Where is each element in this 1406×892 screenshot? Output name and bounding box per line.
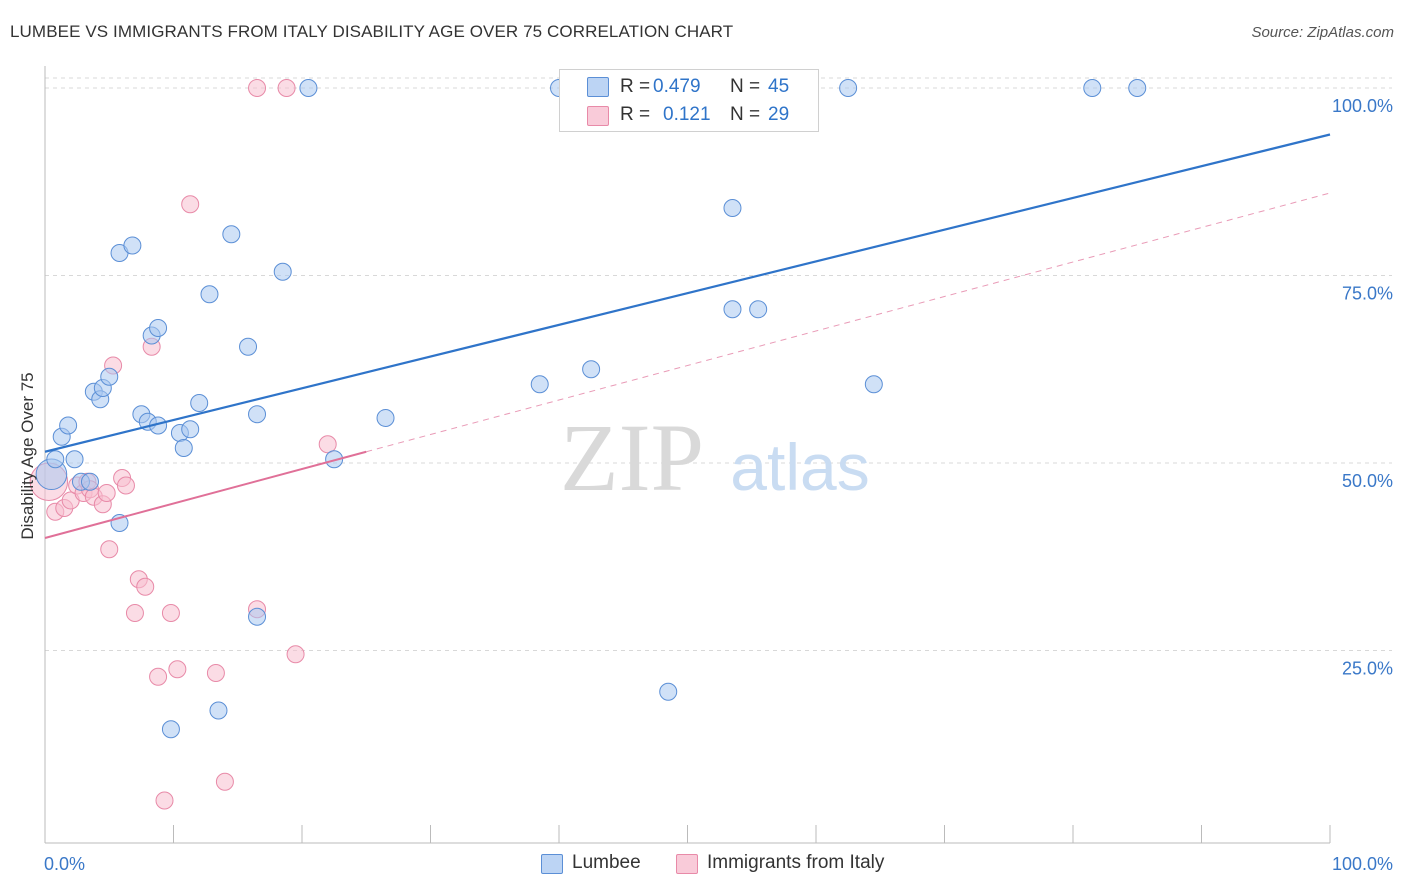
lumbee-point-43 xyxy=(1083,79,1102,97)
italy-point-10 xyxy=(97,484,116,502)
series-legend-label-lumbee: Lumbee xyxy=(572,852,641,873)
lumbee-point-40 xyxy=(749,300,768,319)
axis-layer: 25.0% 50.0% 75.0% 100.0% 0.0% 100.0% xyxy=(44,66,1393,874)
lumbee-point-28 xyxy=(248,405,267,424)
grid-layer xyxy=(45,77,1392,651)
italy-point-17 xyxy=(136,577,155,596)
lumbee-point-23 xyxy=(190,394,209,412)
italy-point-19 xyxy=(149,667,168,686)
watermark-zip: ZIP xyxy=(560,404,704,511)
lumbee-point-25 xyxy=(209,701,228,720)
italy-point-30 xyxy=(318,435,337,454)
italy-point-28 xyxy=(277,79,296,97)
italy-point-11 xyxy=(100,540,119,559)
y-axis-label: Disability Age Over 75 xyxy=(18,372,37,539)
y-tick-label-25: 25.0% xyxy=(1342,659,1393,679)
legend-r-value-italy: 0.121 xyxy=(663,104,711,125)
italy-point-29 xyxy=(286,645,305,664)
lumbee-point-21 xyxy=(174,439,193,457)
trend-layer xyxy=(44,133,1331,539)
legend-n-value-italy: 29 xyxy=(768,104,790,125)
lumbee-point-39 xyxy=(723,300,742,319)
chart-title: LUMBEE VS IMMIGRANTS FROM ITALY DISABILI… xyxy=(10,22,734,41)
series-legend-swatch-italy xyxy=(676,854,698,874)
lumbee-point-44 xyxy=(1128,79,1147,97)
lumbee-point-1 xyxy=(46,450,65,469)
legend-n-value-lumbee: 45 xyxy=(768,76,790,97)
italy-point-20 xyxy=(155,791,174,810)
lumbee-point-6 xyxy=(80,472,99,491)
lumbee-point-26 xyxy=(222,225,241,244)
italy-point-21 xyxy=(161,604,180,622)
points-layer xyxy=(29,79,1147,810)
legend-r-value-lumbee: 0.479 xyxy=(653,76,701,97)
watermark-atlas: atlas xyxy=(730,430,869,504)
lumbee-point-29 xyxy=(248,607,267,626)
lumbee-point-31 xyxy=(299,79,318,97)
legend-n-label-italy: N = xyxy=(730,104,761,125)
lumbee-point-24 xyxy=(200,285,219,304)
lumbee-point-4 xyxy=(65,450,84,469)
source-credit: Source: ZipAtlas.com xyxy=(1251,24,1394,41)
lumbee-point-33 xyxy=(376,409,395,427)
lumbee-point-19 xyxy=(161,720,180,739)
x-tick-label-0: 0.0% xyxy=(44,854,85,874)
series-legend: Lumbee Immigrants from Italy xyxy=(0,852,1406,878)
italy-trend-line xyxy=(44,450,367,539)
italy-point-15 xyxy=(125,604,144,622)
lumbee-trend-line xyxy=(44,133,1331,453)
y-tick-label-50: 50.0% xyxy=(1342,471,1393,491)
italy-point-23 xyxy=(181,195,200,214)
y-tick-label-100: 100.0% xyxy=(1332,96,1393,116)
legend-n-label-lumbee: N = xyxy=(730,76,761,97)
legend-swatch-italy xyxy=(587,106,609,126)
lumbee-point-37 xyxy=(659,682,678,701)
series-legend-swatch-lumbee xyxy=(541,854,563,874)
lumbee-point-34 xyxy=(530,375,549,394)
lumbee-point-13 xyxy=(123,236,142,255)
lumbee-point-36 xyxy=(582,360,601,379)
lumbee-point-38 xyxy=(723,199,742,217)
y-tick-label-75: 75.0% xyxy=(1342,284,1393,304)
italy-point-25 xyxy=(215,772,234,791)
italy-point-14 xyxy=(116,476,135,495)
legend-swatch-lumbee xyxy=(587,77,609,97)
italy-point-26 xyxy=(248,79,267,97)
lumbee-point-22 xyxy=(181,420,200,439)
watermark: ZIP atlas xyxy=(560,404,870,511)
lumbee-point-42 xyxy=(864,375,883,394)
x-tick-label-100: 100.0% xyxy=(1332,854,1393,874)
legend-r-label-italy: R = xyxy=(620,104,651,125)
italy-point-22 xyxy=(168,660,187,679)
lumbee-point-30 xyxy=(273,262,292,281)
lumbee-point-17 xyxy=(149,319,168,337)
correlation-legend: R = 0.479 N = 45 R = 0.121 N = 29 xyxy=(559,69,819,132)
lumbee-point-32 xyxy=(325,450,344,469)
lumbee-point-27 xyxy=(239,337,258,356)
lumbee-point-3 xyxy=(59,416,78,435)
legend-r-label-lumbee: R = xyxy=(620,76,651,97)
italy-point-24 xyxy=(206,664,225,682)
series-legend-label-italy: Immigrants from Italy xyxy=(707,852,885,873)
italy-trend-extension xyxy=(366,192,1331,453)
lumbee-point-10 xyxy=(100,367,119,386)
lumbee-point-41 xyxy=(839,79,858,97)
